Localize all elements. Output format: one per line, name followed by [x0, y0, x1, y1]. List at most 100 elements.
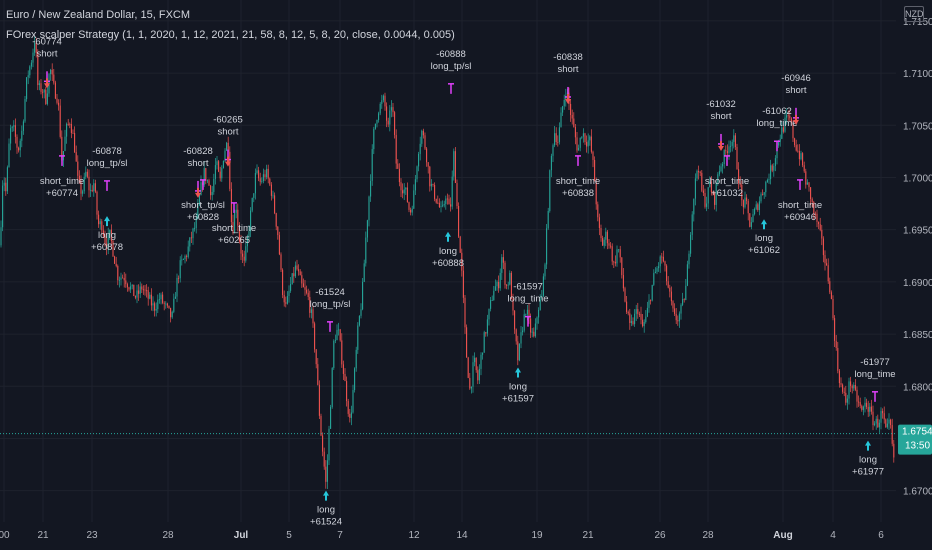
- candle-body: [258, 170, 260, 179]
- candle-body: [158, 299, 160, 301]
- short-entry-arrow: [718, 140, 724, 151]
- candle-body: [496, 281, 498, 287]
- candle-body: [742, 200, 744, 208]
- currency-badge[interactable]: NZD: [904, 6, 924, 22]
- candle-body: [162, 294, 164, 303]
- candle-body: [536, 317, 538, 324]
- bar-countdown: 13:50: [905, 441, 930, 452]
- candle-body: [254, 173, 256, 194]
- candle-body: [765, 182, 767, 193]
- candle-body: [341, 340, 343, 365]
- candle-body: [66, 123, 68, 137]
- candle-body: [387, 120, 389, 125]
- candle-body: [130, 286, 132, 290]
- exit-kind-label: short_tp/sl: [181, 200, 225, 211]
- candle-body: [440, 206, 442, 208]
- candle-body: [491, 300, 493, 301]
- candle-body: [242, 253, 244, 257]
- candle-body: [611, 246, 613, 262]
- candle-body: [565, 95, 567, 100]
- candle-body: [354, 368, 356, 391]
- candle-body: [678, 313, 680, 322]
- candle-body: [16, 136, 18, 148]
- candle-body: [877, 418, 879, 428]
- candle-body: [221, 168, 223, 179]
- candle-body: [403, 189, 405, 194]
- candle-body: [272, 195, 274, 197]
- candle-body: [21, 130, 23, 141]
- candle-body: [413, 190, 415, 209]
- candle-body: [402, 190, 404, 194]
- candle-body: [373, 128, 375, 150]
- price-tick-label: 1.69500: [903, 226, 932, 237]
- candle-body: [358, 315, 360, 326]
- candle-body: [101, 221, 103, 231]
- time-axis[interactable]: 00 21 23 28 Jul 5 7 12 14 19 21 26 28 Aug 4 6: [0, 530, 884, 541]
- candle-body: [510, 272, 512, 300]
- time-tick-label: 14: [456, 530, 468, 541]
- candle-body: [70, 124, 72, 133]
- exit-result-label: +60828: [187, 212, 219, 223]
- candle-body: [579, 137, 581, 148]
- candle-body: [56, 98, 58, 103]
- candle-body: [854, 384, 856, 390]
- candle-body: [147, 290, 149, 299]
- candle-body: [533, 331, 535, 337]
- candle-body: [219, 171, 221, 179]
- candle-body: [325, 466, 327, 482]
- strategy-legend[interactable]: FOrex scalper Strategy (1, 1, 2020, 1, 1…: [6, 29, 455, 41]
- symbol-title[interactable]: Euro / New Zealand Dollar, 15, FXCM: [6, 9, 191, 21]
- candle-body: [717, 174, 719, 183]
- candle-body: [418, 153, 420, 167]
- candle-body: [786, 115, 788, 118]
- candle-body: [774, 158, 776, 167]
- candle-body: [605, 231, 607, 240]
- candle-body: [466, 327, 468, 358]
- candle-body: [78, 175, 80, 181]
- candle-body: [768, 179, 770, 180]
- candle-body: [619, 249, 621, 258]
- candle-body: [494, 286, 496, 291]
- exit-result-label: +60838: [562, 188, 594, 199]
- candle-body: [131, 284, 133, 287]
- candle-body: [637, 309, 639, 314]
- candle-body: [82, 191, 84, 194]
- candle-body: [67, 123, 69, 125]
- exit-arrow-up: [515, 367, 521, 378]
- candle-body: [651, 284, 653, 301]
- candle-body: [806, 182, 808, 185]
- candle-body: [429, 166, 431, 187]
- candle-body: [485, 332, 487, 334]
- candle-body: [680, 304, 682, 314]
- candle-body: [317, 364, 319, 385]
- candle-body: [573, 118, 575, 127]
- candle-body: [2, 185, 4, 228]
- candle-body: [477, 370, 479, 381]
- candle-body: [53, 74, 55, 83]
- candle-body: [243, 256, 245, 261]
- candle-body: [378, 113, 380, 120]
- candle-body: [448, 198, 450, 205]
- time-tick-label: 12: [408, 530, 420, 541]
- candle-body: [853, 384, 855, 389]
- candle-body: [186, 256, 188, 257]
- candle-body: [370, 180, 372, 197]
- candle-body: [576, 137, 578, 151]
- candle-body: [379, 103, 381, 114]
- candle-body: [206, 180, 208, 182]
- candle-body: [669, 287, 671, 292]
- candle-body: [318, 384, 320, 416]
- candle-body: [342, 364, 344, 374]
- candle-body: [666, 265, 668, 282]
- candle-body: [259, 178, 261, 182]
- candle-body: [478, 368, 480, 381]
- candle-body: [606, 231, 608, 244]
- candle-body: [398, 168, 400, 183]
- candle-body: [216, 161, 218, 166]
- candle-body: [384, 95, 386, 107]
- candle-body: [237, 209, 239, 226]
- candle-body: [738, 169, 740, 184]
- time-tick-label: 19: [531, 530, 543, 541]
